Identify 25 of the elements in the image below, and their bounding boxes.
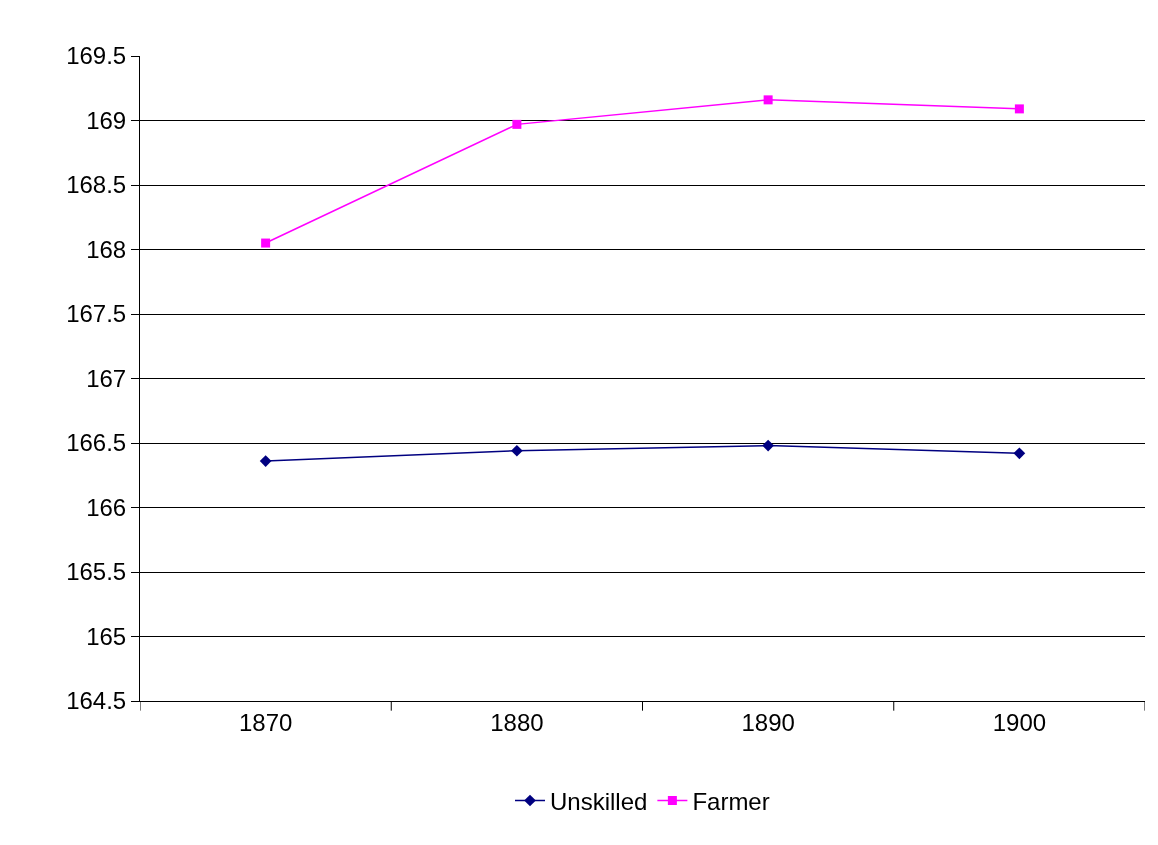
legend-label: Unskilled <box>550 787 648 815</box>
x-tick-label: 1890 <box>741 708 795 736</box>
point <box>511 444 523 457</box>
y-tick-label: 167.5 <box>66 300 127 328</box>
x-tick-label: 1900 <box>992 708 1047 736</box>
point <box>763 95 773 105</box>
y-tick-label: 168 <box>86 235 127 263</box>
legend-label: Farmer <box>692 787 770 815</box>
point <box>261 238 271 248</box>
point <box>512 119 522 129</box>
x-tick-label: 1870 <box>238 708 293 736</box>
point <box>762 439 774 452</box>
x-tick-label: 1880 <box>490 708 544 736</box>
y-tick-label: 164.5 <box>66 687 127 715</box>
y-tick-label: 165 <box>86 622 127 650</box>
y-tick-label: 167 <box>86 364 127 392</box>
point <box>259 455 272 467</box>
y-tick-label: 166.5 <box>66 429 127 457</box>
point <box>1014 104 1024 114</box>
y-tick-label: 168.5 <box>66 171 127 199</box>
y-tick-label: 169.5 <box>66 42 127 70</box>
y-tick-label: 166 <box>86 493 127 521</box>
y-tick-label: 169 <box>86 106 127 134</box>
y-tick-label: 165.5 <box>66 558 127 586</box>
point <box>1013 447 1026 460</box>
